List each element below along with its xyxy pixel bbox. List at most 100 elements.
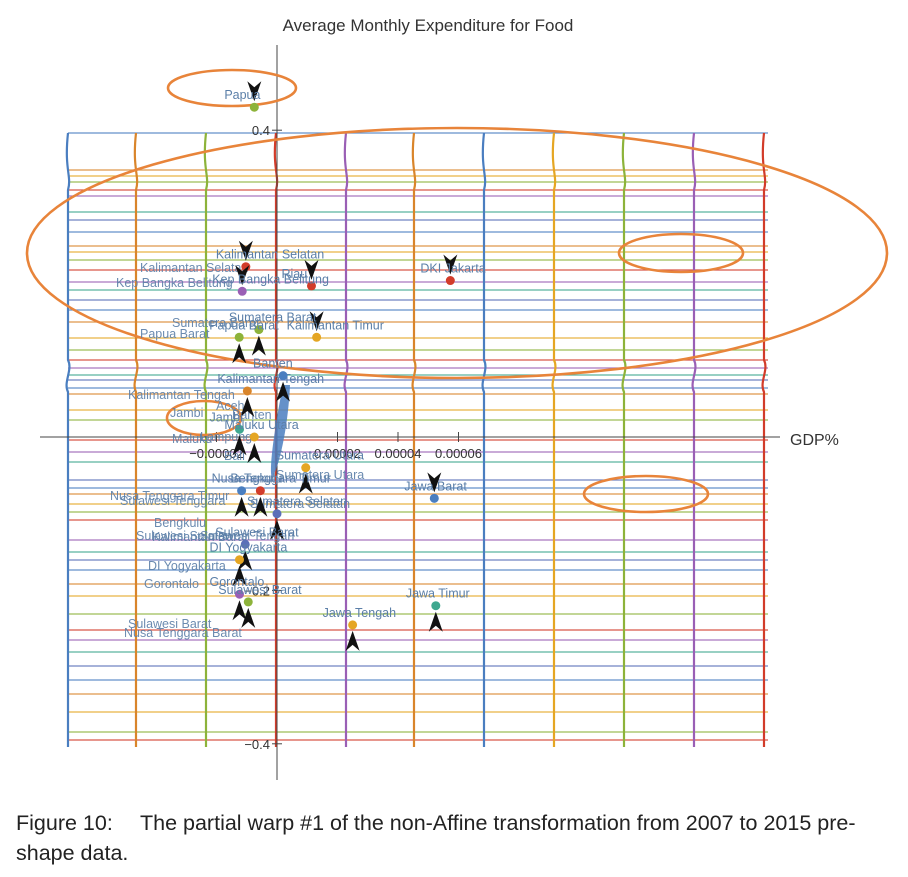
point-label: DKI Jakarta [420,262,485,276]
point-arrow [241,607,256,628]
caption-number: Figure 10: [16,811,113,835]
background-label: Gorontalo [144,577,199,591]
highlight-ellipses [25,68,889,514]
data-point: Jawa Tengah [323,606,396,651]
figure-caption: Figure 10: The partial warp #1 of the non… [16,808,896,868]
point-marker [306,281,316,291]
data-point: Jawa Barat [404,472,467,503]
chart-figure: −0.00002 0.00002 0.00004 0.00006 0.4 −0.2 −0.4… [25,16,889,780]
point-label: Gorontalo [209,575,264,589]
point-marker [278,371,288,381]
point-arrow [298,473,313,494]
point-arrow [238,550,253,571]
point-label: Jawa Timur [406,587,470,601]
data-point: DI Yogyakarta [209,541,287,586]
point-arrow [270,519,284,540]
data-point: Kalimantan Tengah [217,372,324,417]
grid-vertical-line [411,132,417,747]
point-label: Riau [281,267,307,281]
point-label: Jawa Tengah [323,606,396,620]
x-tick-label: 0.00002 [314,446,361,461]
background-label: Bali [224,449,245,463]
point-label: Papua Barat [209,318,279,332]
point-arrow [240,396,255,417]
point-label: Sulawesi Barat [218,583,302,597]
point-label: Banten [253,357,293,371]
background-label: Sumatera Barat [172,316,260,330]
point-marker [348,620,358,630]
data-point: Papua Barat [209,318,279,364]
data-point: Sumatera Selatan [247,495,347,540]
grid-vertical-line [273,132,279,747]
point-label: Papua [224,88,260,102]
grid-vertical-line [203,132,209,747]
point-marker [429,493,439,503]
point-marker [254,325,264,335]
point-arrow [309,311,324,332]
point-marker [241,262,251,272]
data-point: DKI Jakarta [420,254,486,286]
data-point: Papua [224,81,262,112]
caption-text: The partial warp #1 of the non-Affine tr… [16,811,856,865]
point-label: DI Yogyakarta [209,541,287,555]
data-point: Jawa Timur [406,587,470,632]
point-label: Jawa Barat [404,479,467,493]
point-arrow [304,259,319,280]
grid-vertical-line [343,132,349,747]
point-label: Sumatera Utara [276,449,364,463]
background-label: Papua Barat [140,327,210,341]
background-label: Nusa Tenggara Timur [110,489,229,503]
data-point: Banten [253,357,293,402]
point-arrow [428,611,443,632]
point-label: Sumatera Barat [229,311,317,325]
background-label: Sulawesi Tenggara [120,494,225,508]
point-arrow [251,335,266,356]
x-tick-label: 0.00004 [375,446,422,461]
highlight-ellipse [617,232,745,274]
point-marker [234,424,244,434]
point-label: Kalimantan Selatan [216,248,324,262]
point-label: Sumatera Selatan [247,495,347,509]
background-label: Maluku [172,432,212,446]
data-point: Gorontalo [209,575,264,621]
x-tick-label: −0.00002 [189,446,244,461]
point-label: Maluku Utara [224,418,298,432]
x-axis-label: GDP% [790,432,839,449]
background-label: Bengkulu [154,516,206,530]
point-label: Nusa Tenggara Timur [212,472,331,486]
data-point: Kalimantan Timur [287,311,384,342]
background-label: Banten [232,408,272,422]
point-arrow [253,496,268,517]
background-label: Kalimantan Selatan [140,261,248,275]
highlight-ellipse [166,68,298,108]
grid-vertical-line [481,132,487,747]
point-label: Kalimantan Tengah [217,372,324,386]
background-label: Nusa Tenggara Barat [124,626,242,640]
x-tick-label: 0.00006 [435,446,482,461]
data-point: Nusa Tenggara Timur [212,472,331,517]
point-arrow [427,472,442,493]
point-marker [237,286,247,296]
background-label: Sulawesi Selatan [136,529,232,543]
data-point: Kalimantan Selatan [216,240,324,272]
y-tick-label: −0.4 [244,737,270,752]
point-arrow [235,265,250,286]
point-arrow [232,435,247,456]
grid-vertical-line [551,132,557,747]
point-label: Kalimantan Timur [287,318,384,332]
grid-vertical-line [65,132,71,747]
data-point: Kep Bangka Belitung [212,265,329,296]
point-arrow [276,381,291,402]
data-point: Jambi [209,410,247,456]
point-arrow [232,343,247,364]
point-arrow [232,565,247,586]
point-marker [243,597,253,607]
point-arrow [234,496,249,517]
data-point: Sulawesi Barat [218,583,302,628]
data-point: Maluku Utara [224,418,299,463]
background-label: Sumatera Selatan [250,497,350,511]
grid-vertical-line [621,132,627,747]
background-label: Kalimantan Barat [152,530,248,544]
highlight-ellipse [25,126,889,380]
